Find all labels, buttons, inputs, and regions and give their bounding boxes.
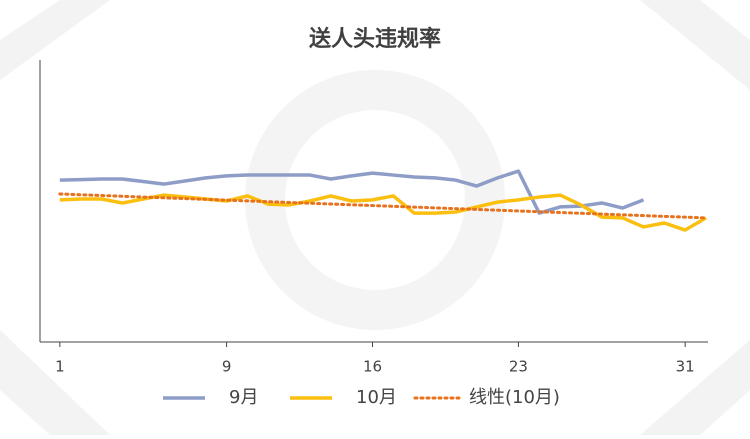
watermark-stripe <box>0 330 110 435</box>
x-tick-label: 16 <box>363 358 382 376</box>
chart-title: 送人头违规率 <box>309 26 441 52</box>
watermark-circle <box>245 70 505 330</box>
series-line <box>59 193 707 232</box>
legend-label: 线性(10月) <box>469 387 560 408</box>
x-tick-label: 23 <box>509 358 528 376</box>
x-tick-label: 1 <box>55 358 65 376</box>
watermark-stripe <box>0 0 110 80</box>
series-line <box>58 192 708 220</box>
legend-label: 10月 <box>356 387 397 408</box>
watermark-stripe <box>640 0 750 90</box>
legend-label: 9月 <box>229 387 258 408</box>
series-line <box>59 169 645 215</box>
x-tick-label: 31 <box>676 358 695 376</box>
x-tick-label: 9 <box>222 358 232 376</box>
watermark-stripe <box>640 340 750 435</box>
